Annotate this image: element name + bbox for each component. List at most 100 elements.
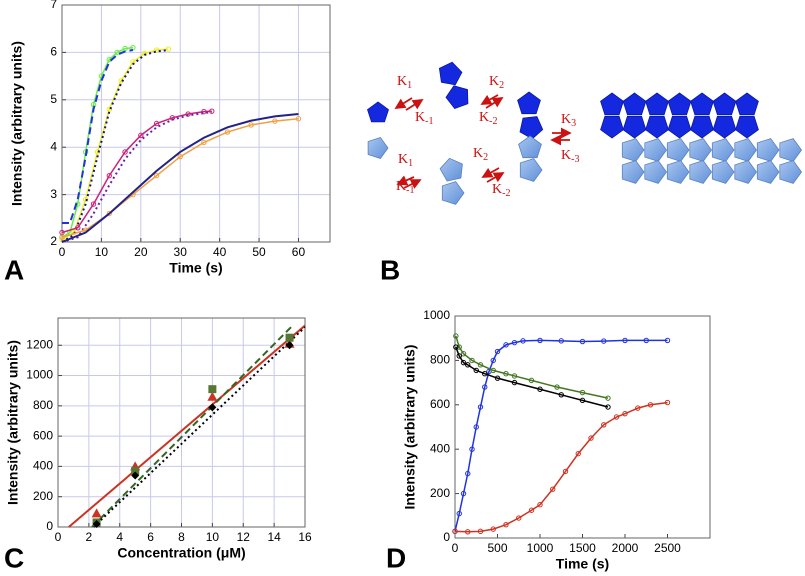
data-point: [460, 351, 467, 357]
y-tick-label: 7: [50, 0, 57, 11]
plot-area: [61, 4, 331, 243]
data-point: [208, 403, 217, 412]
subunit: [711, 160, 735, 184]
rate-constant: K1: [397, 74, 412, 91]
x-tick-label: 4: [116, 530, 123, 544]
data-point: [622, 337, 628, 344]
x-axis-label: Time (s): [556, 556, 609, 572]
x-axis-label: Concentration (μM): [117, 545, 245, 561]
data-point: [605, 404, 611, 410]
data-point: [520, 338, 526, 344]
subunit: [600, 115, 624, 139]
subunit: [441, 181, 465, 205]
subunit: [644, 138, 667, 162]
y-tick-label: 400: [430, 441, 450, 455]
data-point: [511, 379, 518, 386]
subunit: [711, 138, 735, 162]
data-point: [575, 450, 581, 457]
data-point: [465, 529, 471, 535]
subunit: [621, 138, 645, 162]
subunit: [438, 61, 463, 86]
x-tick-label: 40: [213, 245, 227, 259]
data-point: [177, 153, 183, 160]
y-axis-label: Intensity (arbitrary units): [402, 345, 418, 510]
data-point: [494, 348, 501, 355]
data-point: [106, 106, 112, 112]
rate-subscript: -2: [489, 116, 497, 127]
series-line: [61, 113, 299, 243]
data-point: [153, 172, 160, 179]
data-point: [516, 515, 522, 521]
data-point: [643, 337, 649, 344]
rate-symbol: K: [479, 110, 489, 125]
arrow: [405, 99, 424, 111]
y-tick-label: 4: [50, 139, 57, 153]
x-tick-label: 1000: [527, 541, 554, 555]
data-point: [92, 519, 101, 528]
subunit: [600, 92, 624, 116]
rate-subscript: 2: [499, 80, 504, 91]
data-point: [558, 338, 564, 344]
data-point: [503, 342, 509, 348]
series-line: [61, 46, 134, 238]
data-point: [207, 391, 218, 401]
arrow: [396, 175, 415, 186]
rate-symbol: K: [398, 152, 408, 167]
data-point: [494, 375, 501, 381]
data-point: [579, 397, 586, 404]
series-line: [454, 339, 668, 532]
y-axis-label: Intensity (arbitrary units): [5, 340, 21, 505]
data-point: [285, 341, 294, 350]
data-point: [153, 47, 160, 53]
x-tick-label: 10: [95, 245, 109, 259]
series-line: [68, 324, 306, 528]
data-point: [130, 44, 136, 51]
subunit: [445, 85, 469, 109]
data-point: [201, 108, 207, 115]
x-tick-label: 8: [178, 530, 185, 544]
rate-subscript: 3: [571, 118, 576, 129]
data-point: [131, 466, 140, 475]
data-point: [605, 395, 611, 401]
data-point: [664, 399, 671, 406]
arrow: [394, 97, 413, 109]
data-point: [562, 468, 569, 475]
series-line: [61, 48, 169, 241]
y-tick-label: 0: [443, 530, 450, 544]
x-tick-label: 20: [134, 245, 148, 259]
x-tick-label: 2000: [612, 541, 639, 555]
data-point: [647, 402, 654, 408]
rate-constant: K-3: [561, 148, 579, 165]
data-point: [601, 338, 607, 344]
y-tick-label: 1000: [423, 308, 450, 322]
y-tick-label: 5: [50, 92, 57, 106]
data-point: [248, 122, 254, 128]
arrow: [403, 179, 422, 189]
subunit: [712, 115, 737, 139]
data-point: [477, 404, 484, 410]
y-tick-label: 800: [430, 353, 450, 367]
data-point: [601, 422, 607, 428]
rate-symbol: K: [415, 110, 425, 125]
subunit: [621, 160, 645, 184]
y-tick-label: 0: [46, 519, 53, 533]
subunit: [689, 138, 712, 162]
data-point: [635, 405, 641, 411]
y-tick-label: 3: [50, 187, 57, 201]
data-point: [537, 386, 543, 392]
data-point: [114, 49, 120, 56]
rate-symbol: K: [561, 148, 571, 163]
x-tick-label: 16: [298, 530, 312, 544]
subunit: [645, 92, 669, 116]
y-tick-label: 200: [430, 486, 450, 500]
data-point: [106, 172, 112, 179]
rate-constant: K2: [489, 74, 504, 91]
subunit: [735, 115, 759, 139]
rate-symbol: K: [397, 74, 407, 89]
data-point: [460, 490, 467, 497]
series-line: [61, 111, 212, 243]
x-tick-label: 50: [252, 245, 266, 259]
data-point: [528, 507, 535, 513]
subunit: [517, 91, 541, 115]
